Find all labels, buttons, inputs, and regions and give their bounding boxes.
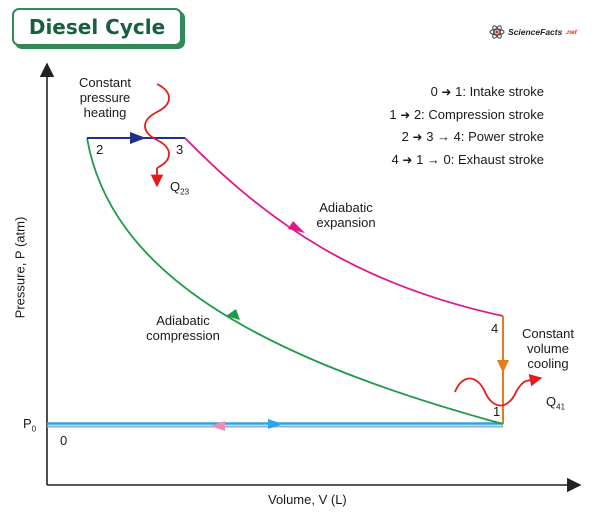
- intake-direction-arrow: [268, 419, 283, 429]
- legend-text: : Intake stroke: [462, 84, 544, 99]
- legend-from: 1: [389, 106, 397, 122]
- point-3-label: 3: [176, 142, 184, 157]
- q23-label: Q23: [170, 180, 189, 197]
- constant-pressure-heating-label: Constant pressure heating: [78, 75, 132, 120]
- legend-from: 0: [430, 84, 438, 99]
- brand-suffix: .net: [565, 28, 577, 36]
- q23-symbol: Q: [170, 179, 181, 194]
- brand-name: ScienceFacts: [508, 27, 563, 37]
- right-arrow-icon: ➜: [400, 107, 411, 122]
- adiabatic-expansion-label: Adiabatic expansion: [316, 200, 376, 230]
- point-4-label: 4: [491, 321, 499, 336]
- legend-from: 2: [401, 129, 409, 144]
- path-3-4-expansion: [184, 137, 504, 317]
- legend-row-power: 2 ➜ 3 → 4: Power stroke: [389, 126, 544, 149]
- legend-row-compression: 1 ➜ 2: Compression stroke: [389, 104, 544, 127]
- title-badge: Diesel Cycle: [12, 8, 182, 46]
- heating-direction-arrow: [130, 132, 146, 144]
- right-arrow-icon: ➜: [402, 152, 413, 167]
- point-1-label: 1: [493, 404, 501, 419]
- q41-label: Q41: [546, 395, 565, 412]
- heat-rejection-arrow-icon: [525, 374, 543, 387]
- compression-direction-arrow: [226, 309, 240, 320]
- heat-rejection-wave-icon: [454, 377, 527, 407]
- right-arrow-icon: ➜: [441, 85, 452, 99]
- x-axis-label: Volume, V (L): [268, 492, 347, 507]
- right-arrow-icon: ➜: [412, 130, 423, 144]
- q41-subscript: 41: [556, 402, 566, 412]
- constant-volume-cooling-label: Constant volume cooling: [521, 326, 575, 371]
- legend-to: 2: [413, 106, 422, 122]
- page-title: Diesel Cycle: [28, 15, 166, 39]
- q23-subscript: 23: [180, 187, 190, 197]
- legend-to: 1 → 0: [416, 151, 451, 167]
- expansion-direction-arrow: [288, 221, 305, 233]
- legend-to: 3 → 4: [426, 129, 461, 144]
- p0-subscript: 0: [31, 424, 37, 434]
- exhaust-direction-arrow: [210, 421, 225, 431]
- y-axis-label: Pressure, P (atm): [12, 216, 28, 319]
- stroke-legend: 0 ➜ 1: Intake stroke 1 ➜ 2: Compression …: [389, 81, 544, 171]
- heat-input-wave-icon: [144, 83, 170, 169]
- cooling-direction-arrow: [497, 360, 509, 373]
- path-1-2-compression: [86, 137, 504, 425]
- point-0-label: 0: [60, 433, 68, 448]
- legend-text: : Power stroke: [460, 129, 544, 144]
- q41-symbol: Q: [546, 394, 557, 409]
- point-2-label: 2: [96, 142, 104, 157]
- legend-row-intake: 0 ➜ 1: Intake stroke: [389, 81, 544, 104]
- atom-icon: [489, 25, 505, 39]
- brand-logo: ScienceFacts .net: [489, 24, 577, 40]
- legend-text: : Exhaust stroke: [450, 151, 544, 167]
- legend-to: 1: [455, 84, 463, 99]
- adiabatic-compression-label: Adiabatic compression: [146, 313, 220, 343]
- legend-from: 4: [391, 151, 399, 167]
- legend-row-exhaust: 4 ➜ 1 → 0: Exhaust stroke: [389, 149, 544, 172]
- legend-text: : Compression stroke: [421, 106, 544, 122]
- p0-symbol: P: [23, 416, 32, 431]
- p0-label: P0: [23, 417, 36, 434]
